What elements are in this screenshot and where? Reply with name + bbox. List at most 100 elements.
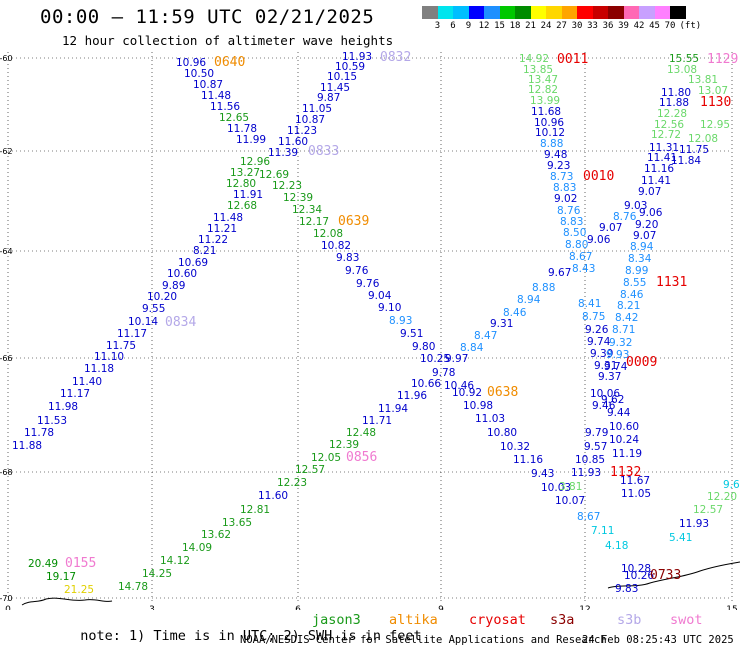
wave-height-value: 10.20 [147,291,177,303]
wave-height-value: 12.08 [313,228,343,240]
wave-height-value: 9.31 [490,318,513,330]
pass-time-label: 0009 [626,355,657,370]
wave-height-value: 13.65 [222,517,252,529]
wave-height-value: 9.06 [587,234,611,246]
wave-height-value: 8.93 [389,315,412,327]
pass-time-label: 1130 [700,95,731,110]
wave-height-value: 8.50 [563,227,586,239]
wave-height-value: 11.16 [513,454,543,466]
pass-time-label: 0010 [583,169,614,184]
wave-height-value: 11.03 [475,413,505,425]
y-tick-label: -68 [0,468,13,477]
pass-time-label: 0639 [338,214,369,229]
y-tick-label: -66 [0,354,13,363]
wave-height-value: 8.47 [474,330,497,342]
wave-height-value: 8.71 [612,324,635,336]
pass-time-label: 0011 [557,52,588,67]
wave-height-value: 8.94 [630,241,654,253]
wave-height-value: 8.67 [569,251,592,263]
pass-time-label: 0733 [650,568,681,583]
wave-height-value: 10.85 [575,454,605,466]
wave-height-value: 11.17 [60,388,90,400]
wave-height-value: 13.62 [201,529,231,541]
wave-height-value: 8.21 [193,245,216,257]
antarctic-coastline-left [22,598,112,605]
pass-time-label: 0856 [346,450,377,465]
wave-height-value: 8.43 [572,263,595,275]
wave-height-value: 12.34 [292,204,322,216]
wave-height-value: 14.12 [160,555,190,567]
wave-height-value: 11.98 [48,401,78,413]
wave-height-value: 10.32 [500,441,530,453]
wave-height-value: 9.74 [604,361,628,373]
wave-height-value: 8.34 [628,253,652,265]
wave-height-value: 9.06 [639,207,663,219]
wave-height-value: 8.21 [617,300,640,312]
satellite-legend-s3b: s3b [617,612,641,628]
wave-height-value: 12.68 [227,200,257,212]
wave-height-value: 11.05 [621,488,651,500]
wave-height-value: 4.18 [605,540,628,552]
pass-time-label: 0155 [65,556,96,571]
wave-height-value: 11.88 [12,440,42,452]
wave-height-value: 9.6 [723,479,740,491]
wave-height-value: 11.40 [72,376,102,388]
wave-height-value: 12.72 [651,129,681,141]
y-tick-label: -60 [0,54,13,63]
wave-height-value: 10.80 [487,427,517,439]
pass-time-label: 1131 [656,275,687,290]
wave-height-value: 8.41 [578,298,601,310]
wave-height-value: 9.07 [638,186,661,198]
wave-height-value: 3.81 [559,481,582,493]
credit-line: NOAA/NESDIS Center for Satellite Applica… [240,634,607,646]
wave-height-value: 8.99 [625,265,648,277]
wave-height-value: 11.19 [612,448,642,460]
wave-height-value: 9.10 [378,302,401,314]
wave-height-value: 8.67 [577,511,600,523]
pass-time-label: 0640 [214,55,245,70]
x-tick-label: 12 [579,605,590,610]
x-tick-label: 3 [149,605,155,610]
generation-timestamp: 24 Feb 08:25:43 UTC 2025 [582,634,734,646]
wave-height-value: 8.42 [615,312,638,324]
wave-height-value: 19.17 [46,571,76,583]
satellite-legend-cryosat: cryosat [469,612,526,628]
wave-height-value: 7.11 [591,525,614,537]
y-tick-label: -64 [0,247,13,256]
wave-height-value: 9.51 [400,328,423,340]
pass-time-label: 1132 [610,465,641,480]
wave-height-value: 12.17 [299,216,329,228]
wave-height-value: 11.78 [24,427,54,439]
wave-height-value: 12.23 [277,477,307,489]
wave-height-value: 9.67 [548,267,571,279]
y-tick-label: -62 [0,147,13,156]
wave-height-value: 12.20 [707,491,737,503]
wave-height-value: 9.62 [601,394,624,406]
satellite-legend-altika: altika [389,612,438,628]
x-tick-label: 6 [295,605,301,610]
wave-height-value: 12.05 [311,452,341,464]
wave-height-value: 9.26 [585,324,609,336]
satellite-legend-jason3: jason3 [312,612,361,628]
y-tick-label: -70 [0,594,13,603]
wave-height-value: 5.41 [669,532,692,544]
wave-height-value: 10.14 [128,316,158,328]
wave-height-value: 9.80 [412,341,435,353]
wave-height-value: 8.88 [532,282,555,294]
wave-height-value: 11.18 [84,363,114,375]
wave-height-value: 9.76 [356,278,380,290]
wave-height-value: 11.96 [397,390,427,402]
wave-height-value: 9.83 [336,252,359,264]
satellite-legend-s3a: s3a [550,612,574,628]
wave-height-value: 11.17 [117,328,147,340]
wave-height-value: 10.60 [609,421,639,433]
wave-height-value: 10.82 [321,240,351,252]
wave-height-value: 9.76 [345,265,369,277]
wave-height-value: 10.98 [463,400,493,412]
wave-height-value: 8.80 [565,239,588,251]
pass-time-label: 0832 [380,50,411,65]
x-tick-label: 15 [726,605,737,610]
x-tick-label: 9 [438,605,444,610]
pass-time-label: 0834 [165,315,196,330]
wave-height-value: 12.23 [272,180,302,192]
